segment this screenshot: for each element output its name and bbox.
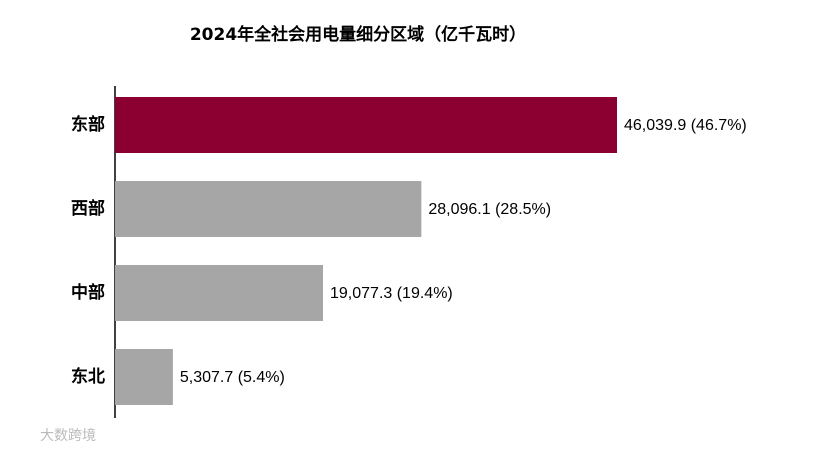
value-label: 28,096.1 (28.5%): [428, 201, 551, 218]
category-label: 东部: [71, 114, 105, 135]
category-label: 东北: [71, 366, 105, 387]
category-label: 中部: [71, 282, 105, 303]
bar: [115, 349, 173, 405]
bar: [115, 265, 324, 321]
value-label: 46,039.9 (46.7%): [624, 117, 747, 134]
value-label: 19,077.3 (19.4%): [330, 285, 453, 302]
bar: [115, 97, 617, 153]
watermark: 大数跨境: [40, 428, 96, 444]
category-label: 西部: [71, 198, 105, 219]
chart-title: 2024年全社会用电量细分区域（亿千瓦时）: [190, 24, 526, 45]
bar: [115, 181, 422, 237]
value-label: 5,307.7 (5.4%): [180, 369, 285, 386]
